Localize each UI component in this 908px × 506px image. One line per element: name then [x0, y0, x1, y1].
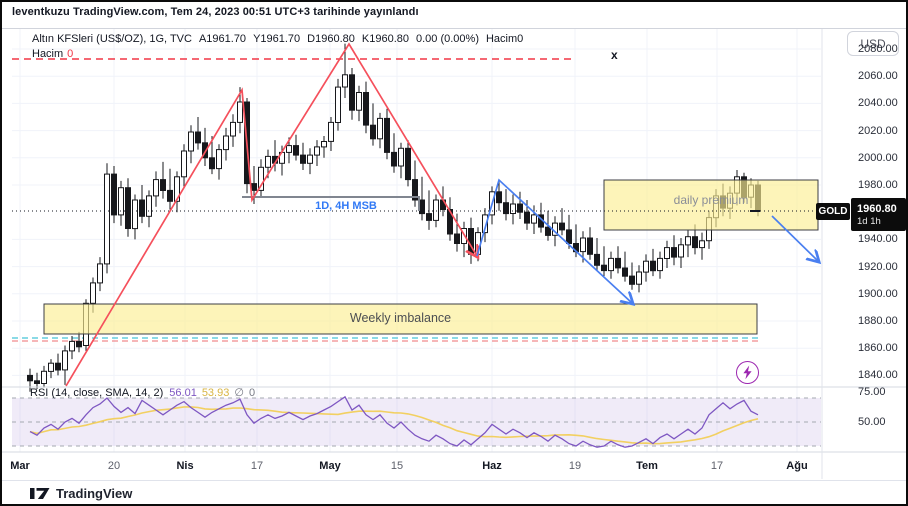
price-tick-label: 1920.00	[858, 260, 898, 273]
red-trend-zigzag[interactable]	[65, 42, 477, 387]
drawing-close-marker[interactable]: x	[611, 48, 618, 62]
time-tick-label: 17	[710, 460, 724, 472]
currency-toggle-button[interactable]: USD	[847, 31, 899, 56]
price-tick-label: 1940.00	[858, 233, 898, 246]
time-tick-label: 19	[568, 460, 582, 472]
rsi-value: 56.01	[169, 387, 197, 399]
rsi-title[interactable]: RSI (14, close, SMA, 14, 2)	[30, 387, 164, 399]
price-tick-label: 2080.00	[858, 43, 898, 55]
time-tick-label: Ağu	[786, 460, 808, 472]
blue-projection-arrow[interactable]	[771, 215, 818, 261]
last-price-timeframe: 1d 1h	[857, 215, 881, 227]
volume-value: 0	[67, 48, 74, 60]
price-tick-label: 1840.00	[858, 369, 898, 382]
ohlc-value: D1960.80	[307, 33, 355, 45]
time-tick-label: 20	[107, 460, 121, 472]
weekly-imbalance-zone[interactable]	[43, 303, 758, 335]
blue-trend-zigzag[interactable]	[476, 178, 632, 303]
rsi-extra-value-2: 0	[248, 387, 256, 399]
ohlc-value: K1960.80	[361, 33, 409, 45]
ohlc-value: 0.00 (0.00%)	[416, 33, 479, 45]
msb-annotation-text[interactable]: 1D, 4H MSB	[315, 200, 377, 212]
lightning-icon	[743, 365, 752, 380]
rsi-tick-label: 75.00	[858, 386, 886, 398]
price-tick-label: 1900.00	[858, 287, 898, 300]
chart-frame-divider	[2, 28, 906, 29]
ohlc-values: A1961.70 Y1961.70 D1960.80 K1960.80 0.00 (0.…	[199, 33, 530, 45]
rsi-indicator-legend[interactable]: RSI (14, close, SMA, 14, 2) 56.01 53.93 ∅ 0	[30, 386, 255, 399]
price-tick-label: 2000.00	[858, 151, 898, 164]
publish-info: leventkuzu TradingView.com, Tem 24, 2023…	[12, 6, 419, 18]
symbol-price-label: GOLD	[816, 203, 850, 220]
tradingview-wordmark[interactable]: TradingView	[56, 485, 133, 501]
rsi-line	[29, 395, 759, 448]
ohlc-value: Hacim0	[485, 33, 524, 45]
time-tick-label: 15	[390, 460, 404, 472]
msb-structure-line[interactable]	[242, 196, 420, 211]
volume-legend[interactable]: Hacim 0	[32, 48, 73, 60]
price-tick-label: 2040.00	[858, 97, 898, 110]
price-tick-label: 1860.00	[858, 342, 898, 355]
rsi-ma-value: 53.93	[201, 387, 230, 399]
flash-action-button[interactable]	[736, 361, 759, 384]
tradingview-logo-icon[interactable]	[30, 486, 50, 500]
time-tick-label: Tem	[636, 460, 658, 472]
time-tick-label: Nis	[176, 460, 194, 472]
candlestick-series[interactable]	[27, 43, 761, 392]
ohlc-value: Y1961.70	[253, 33, 301, 45]
last-price-tag: 1960.80 1d 1h	[851, 198, 906, 231]
time-tick-label: Haz	[482, 460, 502, 472]
ohlc-value: A1961.70	[198, 33, 247, 45]
symbol-title[interactable]: Altın KFSleri (US$/OZ), 1G, TVC	[32, 33, 192, 45]
daily-premium-zone-label[interactable]: daily premium	[673, 193, 749, 207]
time-tick-label: 17	[250, 460, 264, 472]
price-tick-label: 1880.00	[858, 315, 898, 327]
price-tick-label: 1980.00	[858, 179, 898, 191]
price-tick-label: 2060.00	[858, 70, 898, 83]
time-tick-label: May	[319, 460, 341, 472]
rsi-extra-value-1: ∅	[234, 387, 244, 399]
volume-label: Hacim	[32, 48, 64, 60]
time-tick-label: Mar	[10, 460, 30, 472]
weekly-imbalance-zone-label[interactable]: Weekly imbalance	[349, 311, 452, 325]
price-tick-label: 2020.00	[858, 124, 898, 137]
attribution-bar: TradingView	[2, 480, 906, 504]
symbol-legend[interactable]: Altın KFSleri (US$/OZ), 1G, TVC A1961.70 Y…	[32, 33, 530, 45]
rsi-tick-label: 50.00	[858, 416, 886, 428]
last-price-value: 1960.80	[857, 202, 897, 215]
